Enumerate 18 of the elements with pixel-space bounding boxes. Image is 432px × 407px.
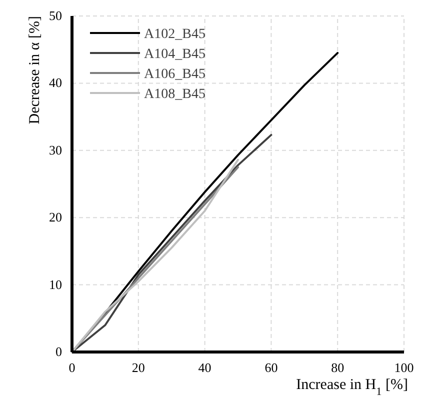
x-tick-label: 80 xyxy=(331,360,344,375)
y-axis-title: Decrease in α [%] xyxy=(27,16,43,124)
x-axis-title: Increase in H$_{1}$ [%] xyxy=(296,377,408,398)
y-tick-label: 10 xyxy=(49,276,62,292)
x-tick-label: 60 xyxy=(264,360,278,375)
x-tick-label: 40 xyxy=(198,360,212,375)
y-tick-label: 30 xyxy=(49,142,62,158)
y-tick-label: 20 xyxy=(49,210,62,225)
x-tick-label: 100 xyxy=(394,360,414,375)
y-tick-label: 0 xyxy=(56,344,62,359)
legend-label: A102_B45 xyxy=(144,27,206,42)
legend-label: A106_B45 xyxy=(144,67,206,82)
x-tick-label: 0 xyxy=(68,360,76,375)
y-tick-label: 40 xyxy=(49,75,62,90)
y-tick-label: 50 xyxy=(49,8,62,23)
x-tick-label: 20 xyxy=(132,360,145,375)
legend-label: A104_B45 xyxy=(144,47,206,62)
legend-label: A108_B45 xyxy=(144,87,206,102)
